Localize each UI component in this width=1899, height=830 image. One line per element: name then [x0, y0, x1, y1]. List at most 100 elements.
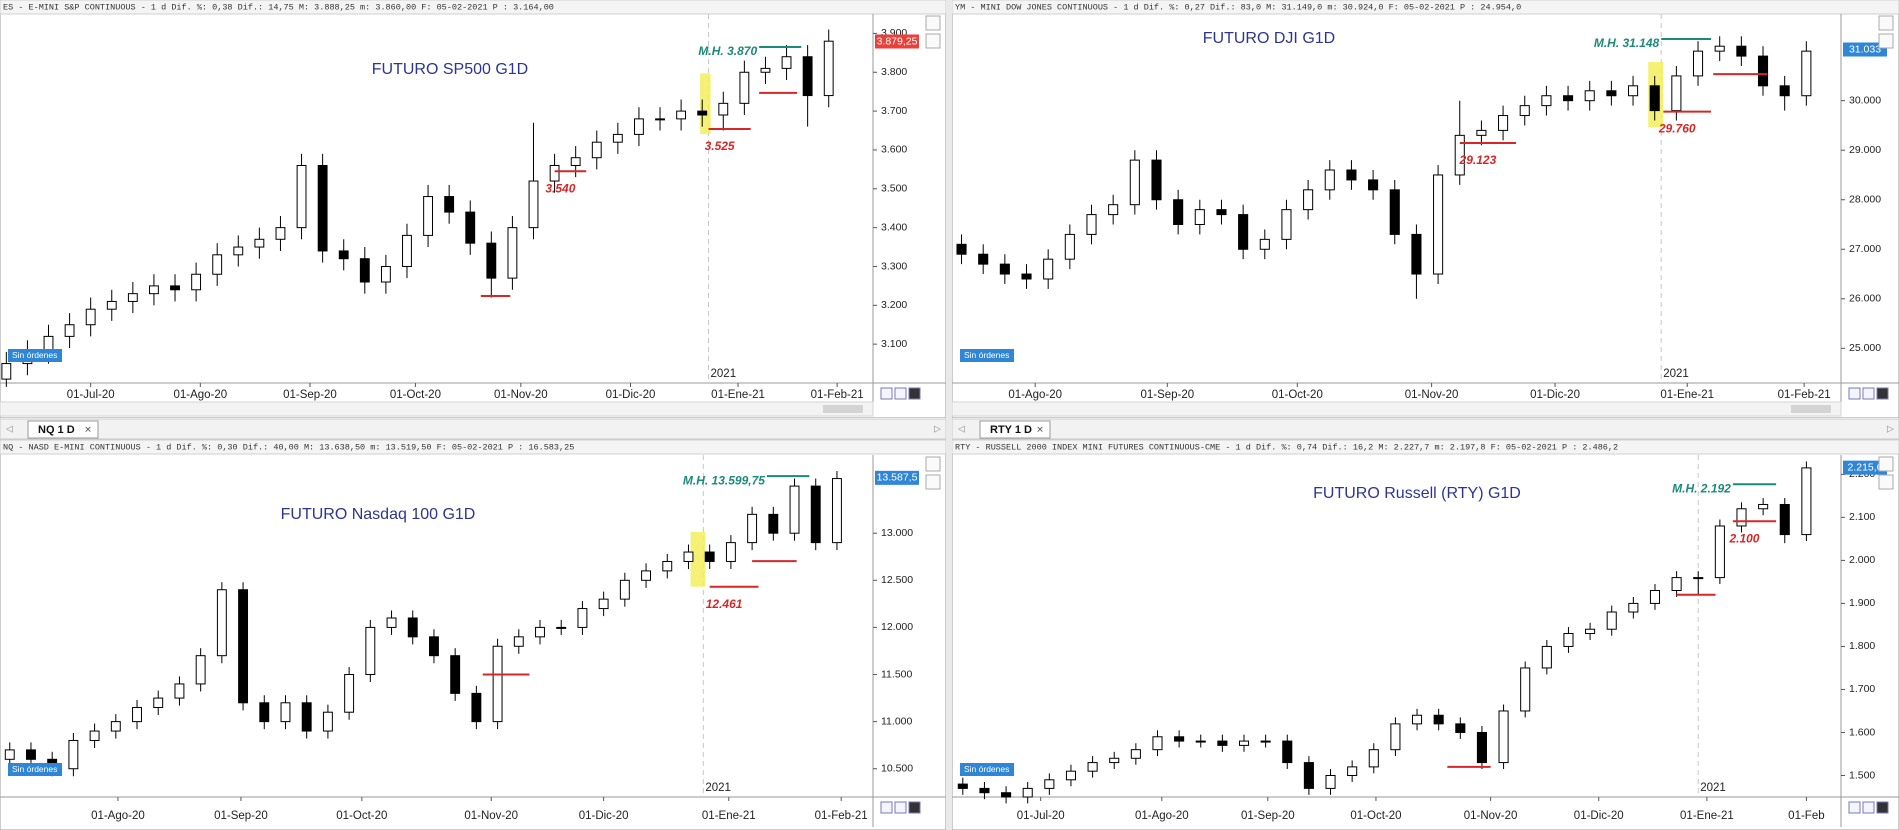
tab-close[interactable]: ✕ [84, 424, 92, 434]
candle-body [1476, 129, 1487, 136]
candle-body [1303, 189, 1314, 211]
orders-label: Sin órdenes [964, 764, 1009, 774]
zoom-button[interactable] [880, 387, 893, 400]
zoom-button[interactable] [894, 387, 907, 400]
header-bar [0, 439, 946, 455]
panel-button[interactable] [1878, 15, 1894, 31]
year-label: 2021 [705, 782, 731, 794]
candle-body [280, 702, 291, 723]
zoom-button[interactable] [880, 801, 893, 814]
x-tick-label: 01-Jul-20 [1017, 810, 1065, 822]
tab-close[interactable]: ✕ [1036, 424, 1044, 434]
x-tick-label: 01-Nov-20 [494, 389, 548, 401]
candle-body [1649, 85, 1660, 112]
y-tick-label: 2.000 [1849, 554, 1875, 566]
candle-body [598, 598, 609, 610]
candle-body [450, 655, 461, 694]
panel-button[interactable] [925, 33, 941, 49]
chart-tab[interactable] [979, 420, 1051, 439]
candle-body [174, 683, 185, 699]
candle-body [1022, 787, 1033, 798]
candle-body [106, 300, 117, 310]
candle-body [444, 196, 455, 213]
x-tick-label: 01-Ago-20 [1135, 810, 1189, 822]
y-tick-label: 3.200 [881, 299, 907, 311]
x-tick-label: 01-Feb-21 [1778, 389, 1831, 401]
candle-body [591, 141, 602, 159]
orders-badge [8, 349, 62, 362]
chart-tab[interactable] [27, 420, 99, 439]
x-tick-label: 01-Ene-21 [1660, 389, 1714, 401]
panel-button[interactable] [925, 474, 941, 490]
tab-arrow: ▷ [934, 423, 941, 433]
panel-button[interactable] [925, 456, 941, 472]
candle-body [1476, 731, 1487, 764]
chart-title: FUTURO Russell (RTY) G1D [1313, 485, 1521, 502]
candle-body [1498, 710, 1509, 764]
zoom-button[interactable] [908, 801, 921, 814]
zoom-button[interactable] [1848, 387, 1861, 400]
scroll-bar[interactable] [952, 401, 1842, 417]
orders-badge [960, 763, 1014, 776]
candle-body [1563, 95, 1574, 102]
candle-body [1064, 233, 1075, 260]
x-tick-label: 01-Oct-20 [336, 810, 387, 822]
level-label: 29.760 [1658, 122, 1696, 136]
y-tick-label: 3.100 [881, 338, 907, 350]
y-tick-label: 1.900 [1849, 597, 1875, 609]
x-tick-label: 01-Ene-21 [702, 810, 756, 822]
candle-body [1455, 723, 1466, 733]
candle-body [1282, 740, 1293, 764]
candle-body [1693, 577, 1704, 580]
y-tick-label: 3.500 [881, 183, 907, 195]
y-tick-label: 3.600 [881, 144, 907, 156]
candle-body [676, 110, 687, 120]
zoom-button[interactable] [1862, 387, 1875, 400]
x-tick-label: 01-Oct-20 [1350, 810, 1401, 822]
scroll-bar[interactable] [0, 401, 874, 417]
candle-body [662, 560, 673, 572]
candle-body [1086, 214, 1097, 235]
panel-background [0, 0, 946, 418]
candle-body [704, 551, 715, 562]
panel-button[interactable] [1878, 456, 1894, 472]
header-text: NQ - NASD E-MINI CONTINUOUS - 1 d Dif. %… [3, 442, 574, 452]
candle-body [1758, 503, 1769, 510]
zoom-button[interactable] [894, 801, 907, 814]
candle-body [978, 253, 989, 265]
candle-body [212, 254, 223, 275]
last-price-label: 31.033 [1849, 43, 1881, 55]
candle-body [132, 706, 142, 723]
candle-body [739, 71, 750, 104]
candle-body [999, 263, 1010, 275]
panel-button[interactable] [1878, 33, 1894, 49]
chart-title: FUTURO DJI G1D [1203, 30, 1335, 47]
chart-title: FUTURO Nasdaq 100 G1D [281, 506, 476, 523]
zoom-button[interactable] [1862, 801, 1875, 814]
candle-body [1541, 95, 1552, 107]
x-tick-label: 01-Sep-20 [214, 810, 268, 822]
year-label: 2021 [1663, 368, 1689, 380]
level-label: 3.525 [705, 139, 735, 153]
chart-title: FUTURO SP500 G1D [372, 61, 528, 78]
scroll-thumb[interactable] [823, 405, 863, 413]
candle-body [1195, 740, 1206, 743]
tab-label: RTY 1 D [990, 424, 1032, 436]
zoom-button[interactable] [1848, 801, 1861, 814]
panel-button[interactable] [925, 15, 941, 31]
x-tick-label: 01-Sep-20 [283, 389, 337, 401]
header-bar [952, 439, 1899, 455]
panel-button[interactable] [1878, 474, 1894, 490]
candle-body [85, 308, 96, 326]
zoom-button[interactable] [1876, 387, 1889, 400]
candle-body [1347, 766, 1358, 776]
scroll-thumb[interactable] [1791, 405, 1831, 413]
candle-body [1174, 736, 1185, 742]
candle-body [1129, 159, 1140, 206]
candle-body [1368, 179, 1379, 191]
candle-body [1736, 45, 1747, 57]
zoom-button[interactable] [1876, 801, 1889, 814]
candle-body [322, 711, 333, 732]
zoom-button[interactable] [908, 387, 921, 400]
chart-panel: YM - MINI DOW JONES CONTINUOUS - 1 d Dif… [952, 0, 1899, 418]
